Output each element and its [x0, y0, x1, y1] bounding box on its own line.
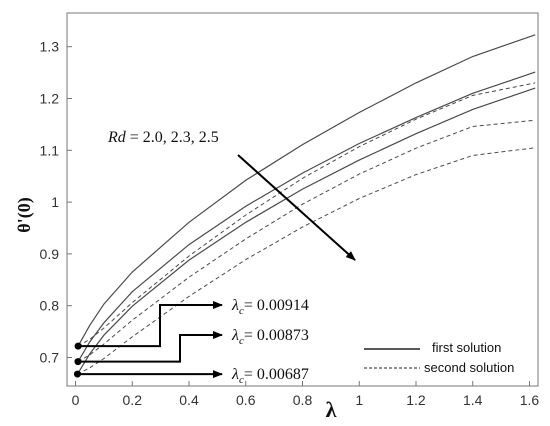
critical-lambda-label: λc= 0.00873 — [231, 327, 309, 347]
rd-symbol: Rd — [107, 129, 127, 146]
x-tick-label: 0.4 — [179, 392, 199, 408]
lambda-subscript: c — [239, 335, 244, 347]
y-axis-label: θ'(0) — [14, 197, 35, 232]
y-tick-label: 1 — [51, 194, 59, 210]
y-tick-label: 1.2 — [40, 90, 60, 106]
x-tick-label: 0 — [72, 392, 80, 408]
y-tick-label: 0.7 — [40, 350, 60, 366]
second-solution-curve-2 — [77, 119, 536, 363]
lambda-symbol: λ — [231, 327, 239, 344]
critical-lambda-label: λc= 0.00687 — [231, 366, 309, 386]
legend-first-solution: first solution — [432, 340, 501, 355]
x-tick-label: 0.8 — [293, 392, 313, 408]
critical-markers — [73, 301, 223, 379]
rd-values: = 2.0, 2.3, 2.5 — [126, 129, 219, 146]
rd-direction-arrow — [237, 154, 356, 261]
x-tick-label: 1 — [355, 392, 363, 408]
critical-leader-arrow — [77, 331, 223, 363]
lambda-value: = 0.00914 — [244, 297, 309, 314]
y-tick-label: 0.9 — [40, 246, 60, 262]
lambda-symbol: λ — [231, 366, 239, 383]
lambda-value: = 0.00687 — [244, 366, 309, 383]
x-tick-label: 0.2 — [123, 392, 143, 408]
critical-leader-arrow — [78, 301, 223, 348]
lambda-subscript: c — [239, 305, 244, 317]
critical-lambda-label: λc= 0.00914 — [231, 297, 309, 317]
lambda-symbol: λ — [231, 297, 239, 314]
x-tick-label: 1.2 — [406, 392, 426, 408]
legend-second-solution: second solution — [424, 360, 514, 375]
first-solution-curve-3 — [76, 87, 536, 375]
first-solution-curve-2 — [77, 71, 536, 363]
y-tick-label: 0.8 — [40, 298, 60, 314]
x-tick-label: 0.6 — [236, 392, 256, 408]
legend: first solution second solution — [364, 340, 514, 375]
y-tick-label: 1.3 — [40, 39, 60, 55]
y-ticks: 0.7 0.8 0.9 1 1.1 1.2 1.3 — [40, 39, 72, 366]
x-tick-label: 1.6 — [520, 392, 540, 408]
first-solution-curve-1 — [77, 34, 536, 347]
x-ticks: 0 0.2 0.4 0.6 0.8 1 1.2 1.4 1.6 — [72, 381, 540, 408]
x-tick-label: 1.4 — [463, 392, 483, 408]
second-solution-curve-3 — [77, 147, 536, 375]
series-group — [76, 34, 536, 375]
y-tick-label: 1.1 — [40, 142, 60, 158]
lambda-value: = 0.00873 — [244, 327, 309, 344]
x-axis-label: λ — [326, 397, 337, 422]
rd-annotation: Rd = 2.0, 2.3, 2.5 — [107, 129, 219, 146]
second-solution-curve-1 — [77, 82, 536, 347]
lambda-subscript: c — [239, 374, 244, 386]
